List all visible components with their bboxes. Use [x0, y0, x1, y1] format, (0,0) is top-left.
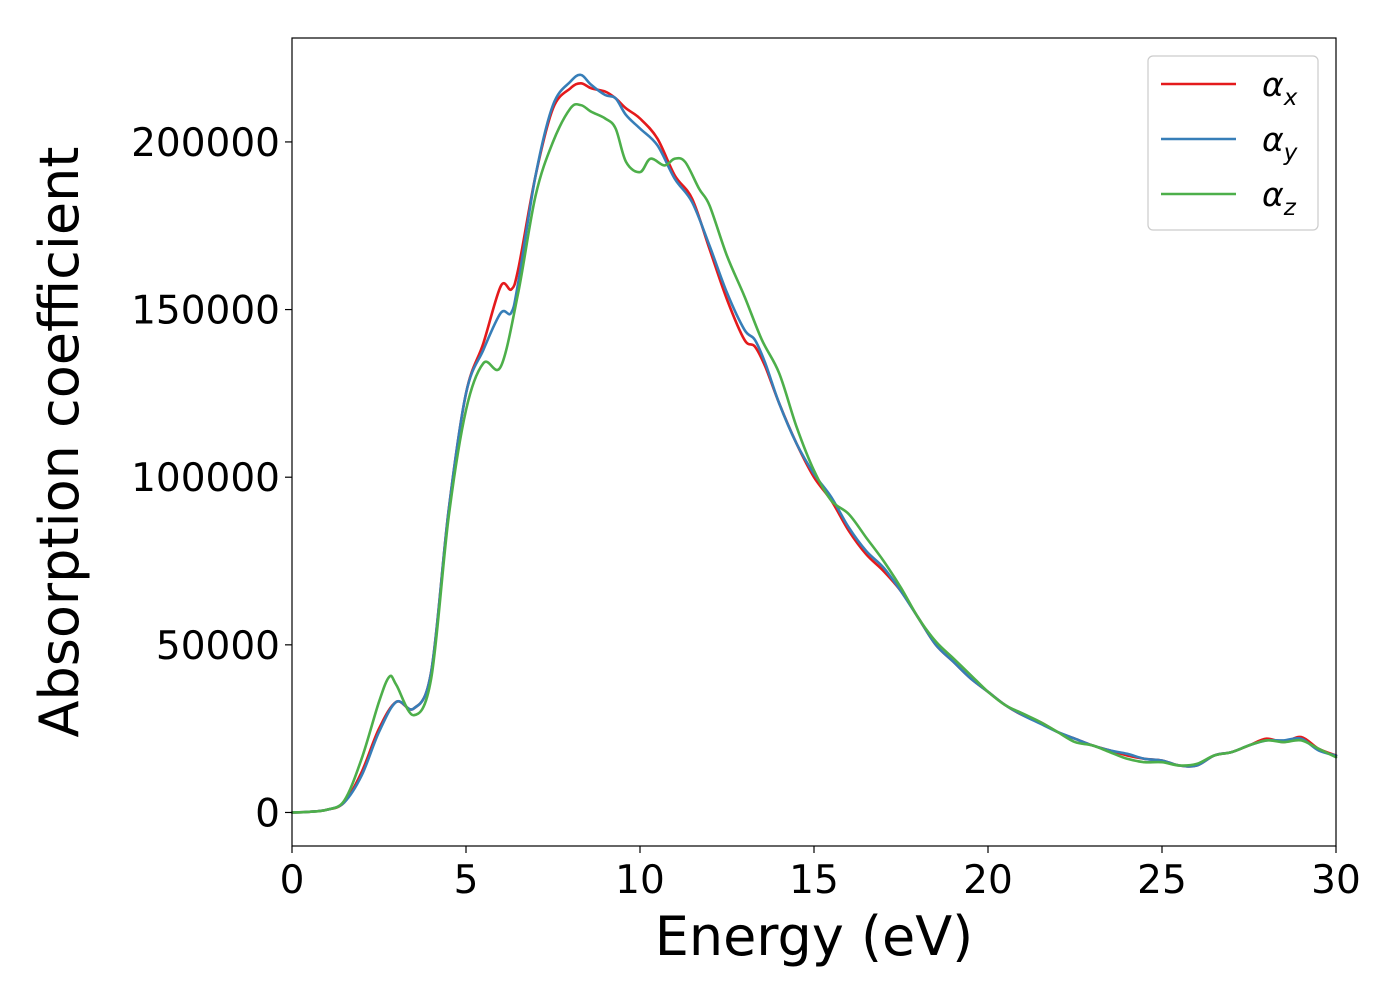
x-tick-label: 15 [789, 858, 839, 903]
y-tick-label: 200000 [131, 121, 280, 166]
y-tick-label: 150000 [131, 289, 280, 334]
legend-label-y: αy [1262, 120, 1298, 166]
x-axis-label: Energy (eV) [655, 905, 974, 968]
x-tick-label: 25 [1137, 858, 1187, 903]
series-line-y [290, 73, 1338, 814]
y-axis: 0 50000 100000 150000 200000 [131, 121, 292, 836]
series-line-z [290, 102, 1338, 814]
legend-label-z: αz [1262, 175, 1297, 221]
series-layer [290, 73, 1338, 814]
x-tick-label: 5 [454, 858, 479, 903]
legend-label-x: αx [1262, 65, 1298, 111]
x-tick-label: 0 [280, 858, 305, 903]
y-tick-label: 50000 [156, 624, 280, 669]
y-axis-label: Absorption coefficient [28, 147, 91, 738]
legend-box [1147, 55, 1319, 231]
y-tick-label: 0 [255, 791, 280, 836]
legend: αx αy αz [1147, 55, 1319, 231]
x-tick-label: 20 [963, 858, 1013, 903]
x-tick-label: 30 [1311, 858, 1361, 903]
x-tick-label: 10 [615, 858, 665, 903]
x-axis: 0 5 10 15 20 25 30 [280, 846, 1361, 903]
y-tick-label: 100000 [131, 456, 280, 501]
